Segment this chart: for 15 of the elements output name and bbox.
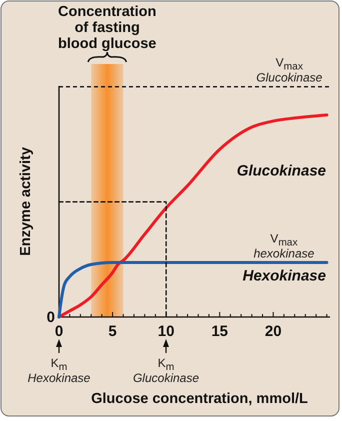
series-label: Glucokinase [236, 162, 326, 180]
text: 0 [46, 309, 55, 326]
x-tick-label: 5 [108, 323, 117, 340]
x-tick-label: 15 [211, 323, 228, 340]
x-tick-label: 0 [54, 323, 64, 340]
series-label: Hexokinase [242, 267, 326, 284]
x-axis-title: Glucose concentration, mmol/L [91, 391, 308, 407]
text: K$_{m}$ Hexokinase [28, 356, 91, 385]
y-axis-title: Enzyme activity [18, 147, 34, 256]
x-tick-label: 10 [158, 323, 174, 340]
text: K$_{m}$ Glucokinase [132, 356, 200, 385]
annotation: V$_{max}$ hexokinase [254, 231, 315, 260]
band-label: Concentration of fasting blood glucose [58, 4, 156, 52]
annotation: V$_{max}$ Glucokinase [256, 56, 323, 85]
x-tick-label: 20 [264, 323, 282, 340]
